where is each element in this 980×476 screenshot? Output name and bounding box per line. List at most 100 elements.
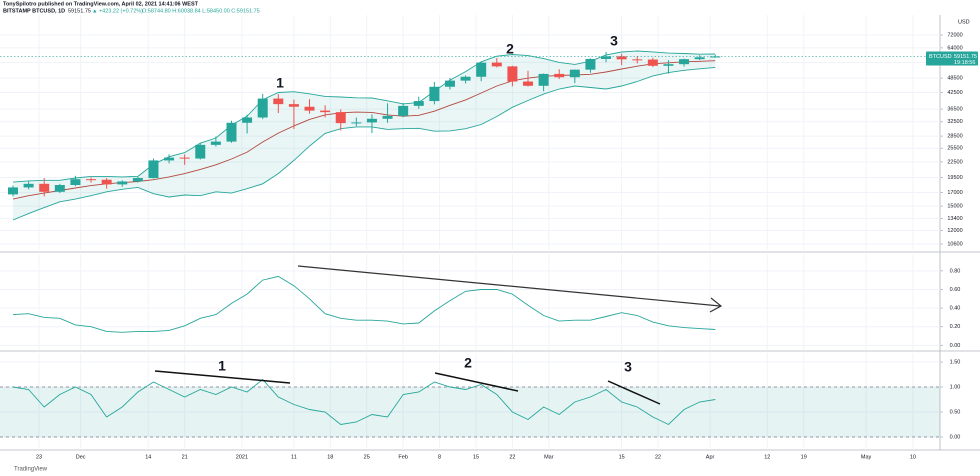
annotation: 2 [506,41,514,57]
header-change: ▲ +423.22 (+0.72%) [92,8,143,14]
candle-body [70,179,81,186]
x-tick-label: 12 [764,454,770,460]
candle-body [663,64,674,66]
x-tick-label: 2021 [236,454,248,460]
band-upper [12,50,716,183]
y-tick-label: 1.00 [950,384,961,390]
candle-body [257,98,268,118]
indicator-line [12,275,716,333]
y-tick-label: 0.80 [950,268,961,274]
countdown: 19:18:56 [954,60,975,66]
candle-body [132,178,143,182]
y-tick-label: 0.50 [950,409,961,415]
x-tick-label: 15 [473,454,479,460]
x-tick-label: 10 [910,454,916,460]
candle-body [507,66,518,82]
x-tick-label: 22 [655,454,661,460]
footer-logo: TradingView [14,467,48,473]
candle-body [320,110,331,113]
candle-body [23,183,34,188]
trend-line [607,380,661,405]
y-tick-label: 36500 [947,107,962,113]
x-tick-label: 19 [801,454,807,460]
candle-body [210,141,221,145]
band-fill [0,387,940,437]
candle-body [54,185,65,192]
y-tick-label: 0.20 [950,324,961,330]
currency: USD [958,19,970,25]
arrow-head [709,297,723,313]
candle-body [8,187,19,195]
y-tick-label: 32500 [947,119,962,125]
annotation: 1 [218,358,226,374]
trend-line [154,370,291,384]
candle-body [117,181,128,185]
y-tick-label: 42500 [947,90,962,96]
candle-body [164,157,175,161]
candle-body [460,76,471,81]
candle-body [632,59,643,61]
y-tick-label: 10600 [947,241,962,247]
candle-body [351,122,362,124]
candle-body [335,112,346,124]
candle-body [538,73,549,86]
header-price: 59151.75 [68,8,91,14]
x-tick-label: 23 [36,454,42,460]
y-tick-label: 72000 [947,32,962,38]
y-tick-label: 0.40 [950,306,961,312]
y-tick-label: 22500 [947,159,962,165]
indicator-line [12,378,716,426]
candle-body [601,56,612,59]
candle-body [101,179,112,185]
x-tick-label: 21 [182,454,188,460]
y-tick-label: 13400 [947,216,962,222]
price-tag-symbol: BTCUSD [929,54,952,60]
y-tick-label: 64000 [947,45,962,51]
candle-body [242,117,253,123]
candle-body [491,62,502,67]
y-tick-label: 0.00 [950,434,961,440]
annotation: 2 [464,355,472,371]
x-tick-label: 11 [291,454,297,460]
x-tick-label: 8 [438,454,441,460]
x-tick-label: 22 [509,454,515,460]
candle-body [554,73,565,78]
candle-body [616,56,627,60]
price-tag [926,51,978,66]
publisher: TonySpilotro published on TradingView.co… [3,1,199,7]
x-tick-label: 14 [145,454,151,460]
candle-body [179,157,190,159]
symbol: BITSTAMP BTCUSD, 1D [3,8,65,14]
y-tick-label: 28500 [947,134,962,140]
candle-body [195,144,206,159]
candle-body [288,104,299,107]
annotation: 3 [610,33,618,49]
x-tick-label: 15 [619,454,625,460]
y-tick-label: 0.60 [950,287,961,293]
separators [0,15,980,451]
candle-body [444,80,455,87]
trend-line [434,372,519,392]
candle-body [86,179,97,181]
band-middle [12,60,716,200]
x-tick-label: Mar [544,454,554,460]
x-tick-label: Apr [706,454,715,460]
y-tick-label: 0.00 [950,343,961,349]
annotation: 3 [624,359,632,375]
x-tick-label: Dec [76,454,86,460]
candle-body [382,115,393,119]
y-tick-label: 17000 [947,190,962,196]
candle-body [647,59,658,66]
y-tick-label: 1.50 [950,359,961,365]
annotation: 1 [276,75,284,91]
y-tick-label: 48500 [947,76,962,82]
candle-body [398,105,409,116]
candle-body [679,59,690,65]
y-tick-label: 12000 [947,228,962,234]
y-tick-label: 19500 [947,175,962,181]
candle-body [366,118,377,123]
price-tag-value: 59151.75 [954,54,977,60]
candle-body [226,122,237,142]
band-lower [12,66,716,221]
